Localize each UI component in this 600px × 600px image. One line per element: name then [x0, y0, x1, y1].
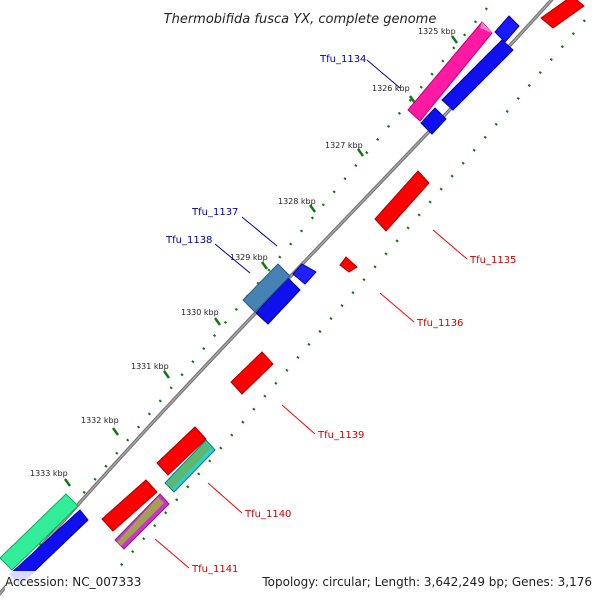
gene-label-tfu-1137[interactable]: Tfu_1137 [191, 207, 238, 218]
tick-label: 1325 kbp [418, 27, 456, 36]
gene-tfu-1138[interactable] [242, 263, 291, 313]
gene-tfu-1137[interactable] [255, 263, 317, 325]
gene-red-mid-2[interactable] [101, 479, 158, 532]
gene-tfu-1134[interactable] [407, 21, 493, 122]
tick-label: 1331 kbp [131, 362, 169, 371]
gene-label-tfu-1134[interactable]: Tfu_1134 [319, 54, 366, 65]
gene-label-tfu-1135[interactable]: Tfu_1135 [469, 255, 516, 266]
tick-label: 1328 kbp [278, 197, 316, 206]
gene-label-tfu-1139[interactable]: Tfu_1139 [317, 430, 364, 441]
tick-label: 1326 kbp [372, 84, 410, 93]
outer-tick-ring [2, 7, 488, 591]
tick-label: 1333 kbp [30, 469, 68, 478]
tick-label: 1329 kbp [230, 253, 268, 262]
gene-tfu-1141[interactable] [114, 493, 170, 550]
gene-label-tfu-1141[interactable]: Tfu_1141 [191, 564, 238, 575]
map-title: Thermobifida fusca YX, complete genome [164, 12, 437, 27]
gene-label-tfu-1138[interactable]: Tfu_1138 [165, 235, 212, 246]
gene-red-mid-1[interactable] [156, 426, 207, 476]
inner-tick-ring [99, 19, 586, 591]
gene-tfu-1135[interactable] [374, 170, 430, 232]
gene-tfu-1140[interactable] [164, 439, 216, 493]
label-leaders [154, 59, 468, 569]
genome-summary: Topology: circular; Length: 3,642,249 bp… [262, 571, 592, 593]
gene-tfu-1136[interactable] [339, 256, 358, 273]
gene-label-tfu-1136[interactable]: Tfu_1136 [416, 318, 463, 329]
accession-label: Accession: NC_007333 [5, 571, 146, 593]
gene-tfu-1139[interactable] [230, 351, 274, 395]
gene-red-top-corner[interactable] [540, 0, 585, 29]
tick-label: 1330 kbp [181, 308, 219, 317]
gene-label-tfu-1140[interactable]: Tfu_1140 [244, 509, 291, 520]
gene-blue-top-1[interactable] [420, 15, 520, 135]
tick-label: 1332 kbp [81, 416, 119, 425]
gene-green-lower-left[interactable] [0, 493, 79, 571]
major-ticks [63, 35, 459, 487]
tick-label: 1327 kbp [325, 141, 363, 150]
